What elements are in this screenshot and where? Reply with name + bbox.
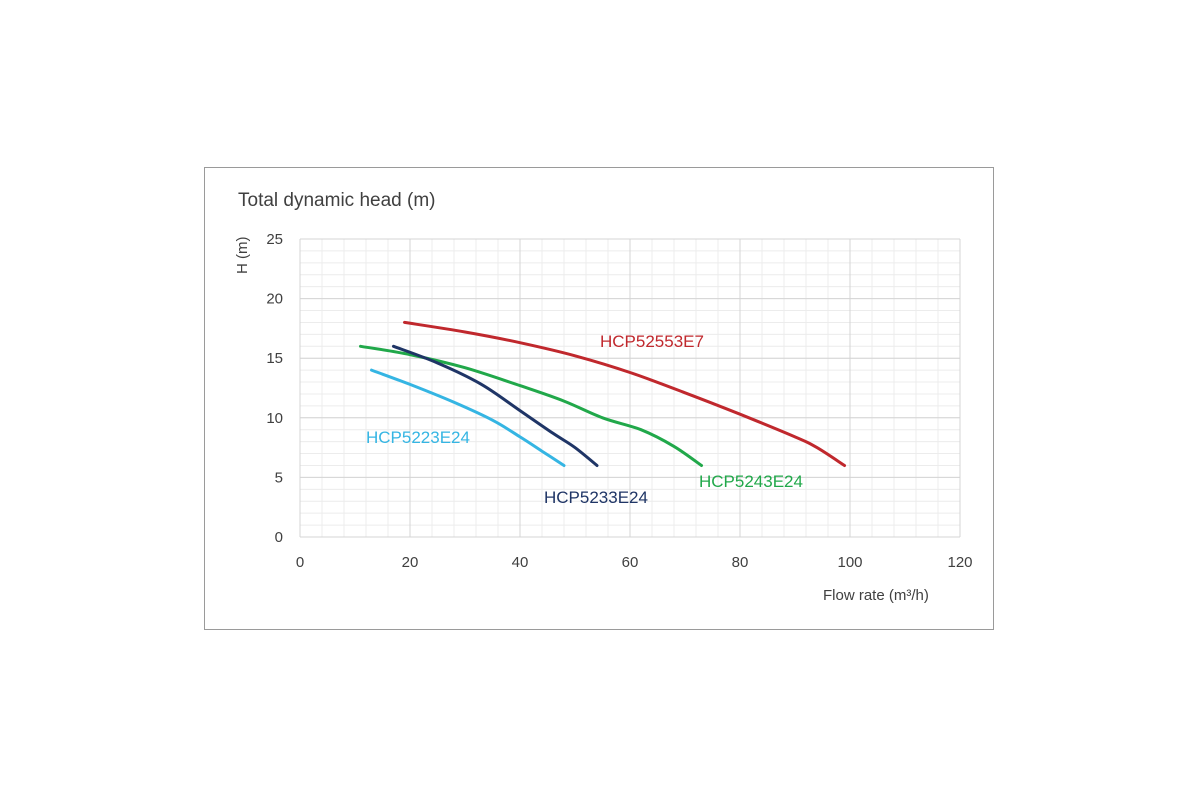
chart-frame: 0 20 40 60 80 100 120 0 5 10 15 20 25 Total dynamic…: [204, 167, 994, 630]
series-label-hcp5223e24: HCP5223E24: [366, 428, 470, 447]
series-line-hcp5233e24: [392, 344, 599, 467]
x-tick-label: 100: [837, 554, 862, 571]
y-tick-label: 5: [275, 469, 283, 486]
series-line-hcp5223e24: [370, 368, 566, 467]
series-lines: [359, 320, 846, 467]
series-label-hcp52553e7: HCP52553E7: [600, 332, 704, 351]
series-label-hcp5243e24: HCP5243E24: [699, 472, 803, 491]
x-tick-labels: 0 20 40 60 80 100 120: [296, 554, 973, 571]
y-tick-label: 15: [266, 350, 283, 367]
x-tick-label: 80: [732, 554, 749, 571]
y-tick-labels: 0 5 10 15 20 25: [266, 231, 283, 546]
series-label-hcp5233e24: HCP5233E24: [544, 488, 648, 507]
x-axis-label: Flow rate (m³/h): [823, 587, 929, 604]
chart-title: Total dynamic head (m): [238, 190, 435, 211]
y-tick-label: 10: [266, 410, 283, 427]
series-line-hcp52553e7: [403, 320, 846, 467]
y-tick-label: 0: [275, 529, 283, 546]
x-tick-label: 0: [296, 554, 304, 571]
x-tick-label: 120: [947, 554, 972, 571]
y-tick-label: 25: [266, 231, 283, 248]
x-tick-label: 60: [622, 554, 639, 571]
series-labels: HCP52553E7 HCP5243E24 HCP5233E24 HCP5223E24: [366, 332, 803, 507]
x-tick-label: 40: [512, 554, 529, 571]
x-tick-label: 20: [402, 554, 419, 571]
y-tick-label: 20: [266, 291, 283, 308]
y-axis-label: H (m): [234, 237, 251, 275]
pump-curve-chart: 0 20 40 60 80 100 120 0 5 10 15 20 25 Total dynamic…: [234, 190, 973, 604]
major-grid: [299, 238, 961, 538]
